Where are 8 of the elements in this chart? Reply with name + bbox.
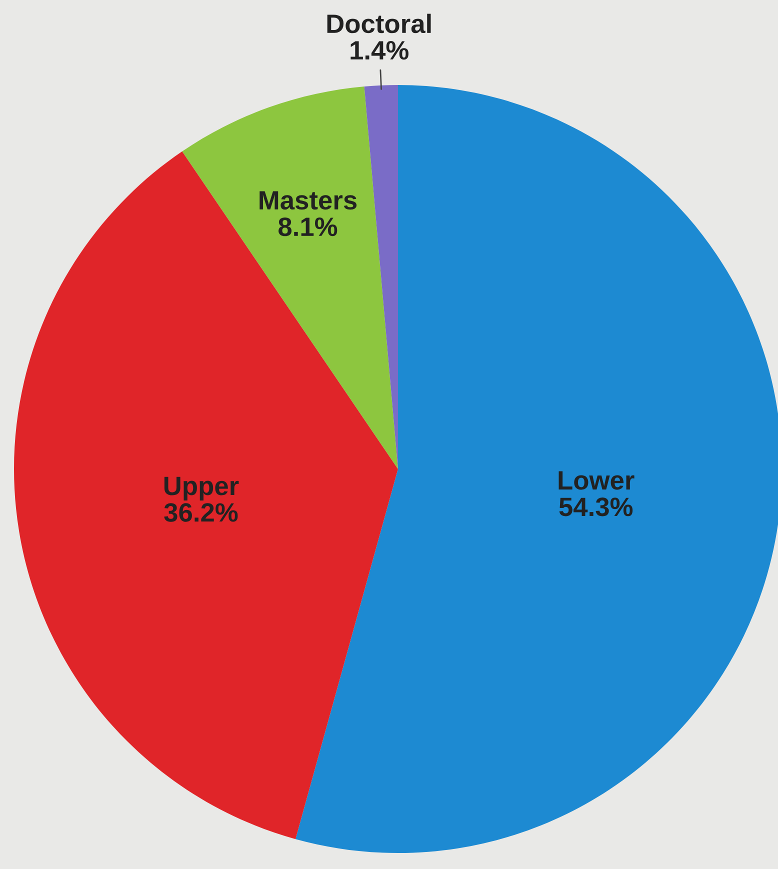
slice-label: Lower [558, 471, 634, 490]
data-label: 1.4% [350, 41, 408, 60]
data-label: 54.3% [559, 498, 633, 516]
data-label: 36.2% [164, 503, 238, 522]
slice-label: Doctoral [327, 14, 431, 34]
slice-label: Masters [260, 191, 357, 210]
slice-label: Upper [164, 476, 239, 501]
data-label: 8.1% [278, 217, 338, 236]
